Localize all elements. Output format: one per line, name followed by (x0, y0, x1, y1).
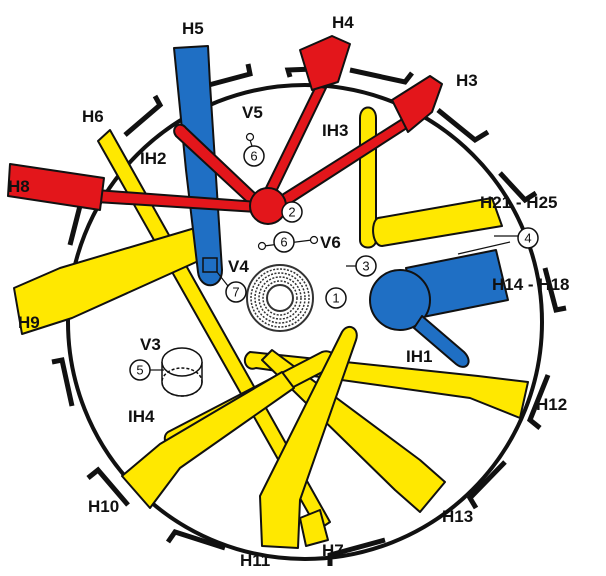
svg-text:3: 3 (362, 259, 369, 274)
red-tubes (7, 35, 443, 225)
label-h4: H4 (332, 13, 354, 32)
label-h13: H13 (442, 507, 473, 526)
label-h12: H12 (536, 395, 567, 414)
labels: H5 H4 H3 H6 V5 IH3 IH2 H8 H21 - H25 V6 V… (8, 13, 569, 570)
tube-h11 (259, 325, 358, 549)
tube-h5 (173, 45, 223, 287)
label-h10: H10 (88, 497, 119, 516)
svg-text:1: 1 (332, 291, 339, 306)
tube-h13 (261, 349, 446, 513)
shielding-ring (51, 63, 567, 566)
label-h6: H6 (82, 107, 104, 126)
port-h8 (7, 163, 105, 211)
label-ih1: IH1 (406, 347, 432, 366)
label-v5: V5 (242, 103, 263, 122)
marker-5: 5 (129, 359, 151, 381)
svg-text:2: 2 (288, 205, 295, 220)
tube-h10 (121, 371, 295, 509)
marker-4: 4 (517, 227, 539, 249)
reflector-ih1 (369, 269, 431, 331)
label-ih2: IH2 (140, 149, 166, 168)
marker-1: 1 (325, 287, 347, 309)
port-h4 (299, 35, 351, 91)
source-v3 (161, 347, 203, 397)
reactor-core (246, 264, 314, 332)
label-h7: H7 (322, 541, 344, 560)
tube-ih1 (413, 315, 470, 368)
label-h14-h18: H14 - H18 (492, 275, 569, 294)
marker-6b: 6 (273, 231, 295, 253)
svg-text:7: 7 (232, 285, 239, 300)
label-v4: V4 (228, 257, 249, 276)
svg-text:6: 6 (280, 235, 287, 250)
callout-markers: 1 2 3 4 5 6 6 7 (129, 145, 539, 381)
tube-ih2 (173, 123, 263, 211)
marker-3: 3 (355, 255, 377, 277)
svg-text:4: 4 (524, 231, 531, 246)
label-ih3: IH3 (322, 121, 348, 140)
label-v3: V3 (140, 335, 161, 354)
marker-2: 2 (281, 201, 303, 223)
marker-7: 7 (225, 281, 247, 303)
marker-square (202, 257, 218, 273)
marker-6a: 6 (243, 145, 265, 167)
reflector-2 (249, 187, 287, 225)
label-h8: H8 (8, 177, 30, 196)
label-h11: H11 (240, 551, 270, 570)
label-h21-h25: H21 - H25 (480, 193, 557, 212)
port-h3 (391, 75, 443, 133)
label-v6: V6 (320, 233, 341, 252)
label-ih4: IH4 (128, 407, 155, 426)
label-h3: H3 (456, 71, 478, 90)
label-h9: H9 (18, 313, 40, 332)
label-h5: H5 (182, 19, 204, 38)
port-h7 (299, 509, 329, 547)
svg-text:6: 6 (250, 149, 257, 164)
svg-text:5: 5 (136, 363, 143, 378)
tube-h21-h25 (372, 197, 503, 247)
blue-tubes (173, 45, 509, 368)
